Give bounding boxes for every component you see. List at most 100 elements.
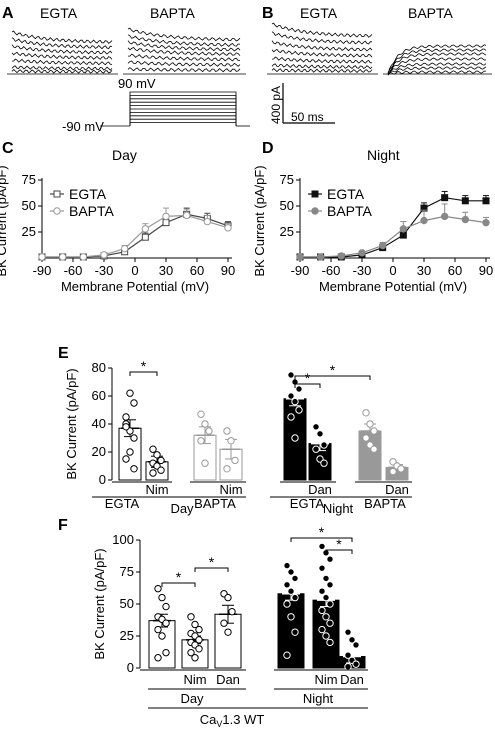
panel-label-d: D <box>262 140 274 157</box>
y-tick-label: 50 <box>280 198 294 213</box>
significance-star: * <box>336 536 342 552</box>
x-tick-label: 90 <box>479 263 493 278</box>
data-point <box>397 465 405 473</box>
y-tick-label: 25 <box>120 628 134 643</box>
data-point <box>287 613 295 621</box>
x-tick-label: 30 <box>159 263 173 278</box>
drug-label-nim: Nim <box>183 672 206 687</box>
x-axis-label: Membrane Potential (mV) <box>61 279 209 294</box>
current-trace <box>271 56 373 64</box>
current-trace <box>11 58 113 66</box>
data-point <box>318 542 326 551</box>
data-point <box>283 651 291 659</box>
current-trace <box>387 70 487 75</box>
legend-label: BAPTA <box>327 203 373 219</box>
voltage-protocol <box>100 91 250 127</box>
data-point <box>224 628 232 636</box>
data-point <box>122 423 130 431</box>
data-point <box>399 225 408 233</box>
data-point <box>320 441 328 449</box>
trace-b-egta-label: EGTA <box>300 5 338 21</box>
current-trace <box>271 63 373 70</box>
data-point <box>157 466 165 474</box>
data-point <box>195 636 203 644</box>
group-label-night: Night <box>303 691 334 706</box>
data-point <box>130 465 138 473</box>
bar <box>277 593 305 669</box>
data-point <box>100 251 108 259</box>
x-tick-label: 30 <box>417 263 431 278</box>
genotype-label-rest: 1.3 WT <box>222 712 264 727</box>
x-tick-label: -30 <box>95 263 114 278</box>
data-point <box>162 619 170 627</box>
panel-label-a: A <box>2 5 14 22</box>
data-point <box>122 413 130 421</box>
data-point <box>287 587 295 595</box>
group-label-bapta: BAPTA <box>364 496 406 511</box>
significance-bracket <box>194 567 229 572</box>
scale-current-label: 400 pA <box>269 86 283 124</box>
y-tick-label: 25 <box>280 224 294 239</box>
data-point <box>291 434 299 442</box>
data-point <box>316 253 325 261</box>
data-point <box>205 427 213 435</box>
current-trace <box>127 60 241 67</box>
data-point <box>130 434 138 442</box>
y-tick-label: 50 <box>22 198 36 213</box>
current-traces-a <box>7 27 246 75</box>
y-tick-label: 60 <box>92 388 106 403</box>
significance-star: * <box>319 524 325 540</box>
current-trace <box>11 44 113 55</box>
data-point <box>283 600 291 608</box>
data-point <box>149 445 157 453</box>
protocol-top-voltage: 90 mV <box>118 76 156 91</box>
significance-bracket <box>161 582 196 587</box>
significance-bracket <box>294 383 321 388</box>
genotype-label: CaV1.3 WT <box>200 712 265 729</box>
data-point <box>366 420 374 428</box>
chart-e-bars: 0 20 40 60 80 BK Current (pA/pF) * * * Nim Nim Dan D… <box>64 358 412 516</box>
legend-marker <box>53 190 61 198</box>
data-point <box>318 587 326 595</box>
significance-star: * <box>141 358 147 374</box>
y-tick-label: 20 <box>92 444 106 459</box>
data-point <box>162 219 170 227</box>
y-tick-label: 50 <box>120 596 134 611</box>
current-trace <box>11 30 113 44</box>
data-point <box>38 253 46 261</box>
data-point <box>352 660 360 668</box>
data-point <box>154 654 162 662</box>
x-tick-label: -90 <box>291 263 310 278</box>
data-point <box>195 625 203 634</box>
data-point <box>348 636 356 644</box>
current-trace <box>11 69 113 74</box>
current-trace <box>271 48 373 58</box>
x-tick-label: 60 <box>190 263 204 278</box>
scale-time-label: 50 ms <box>291 110 324 124</box>
data-point <box>154 625 162 634</box>
protocol-step <box>129 95 237 126</box>
current-trace <box>127 27 241 42</box>
y-tick-label: 0 <box>127 660 134 675</box>
drug-label-dan: Dan <box>308 482 332 497</box>
significance-bracket <box>294 375 371 380</box>
data-point <box>191 620 199 629</box>
group-label-egta: EGTA <box>290 496 325 511</box>
data-point <box>326 638 334 647</box>
data-point <box>337 252 346 260</box>
chart-d-title: Night <box>367 147 400 163</box>
current-trace <box>387 52 487 74</box>
data-point <box>130 399 138 407</box>
protocol-step <box>129 108 237 126</box>
scale-bar <box>282 83 335 124</box>
panel-label-e: E <box>58 345 69 362</box>
data-point <box>157 456 165 465</box>
x-tick-label: -60 <box>64 263 83 278</box>
y-tick-label: 100 <box>112 532 134 547</box>
data-point <box>287 392 295 400</box>
panel-label-c: C <box>2 140 14 157</box>
x-tick-label: -60 <box>322 263 341 278</box>
data-point <box>182 211 191 220</box>
data-point <box>318 606 326 615</box>
data-point <box>291 574 299 583</box>
